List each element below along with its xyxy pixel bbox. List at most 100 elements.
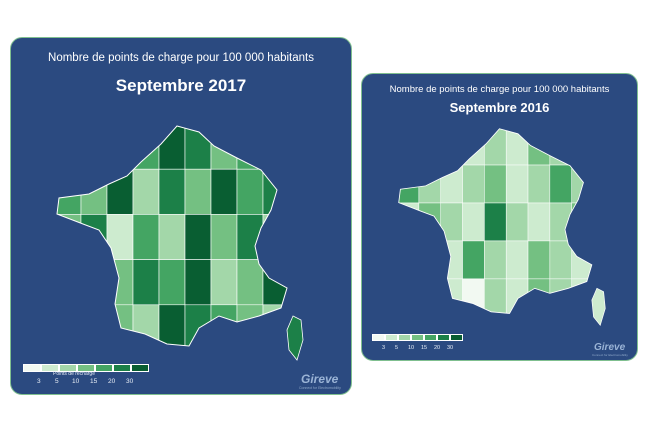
department-region: [132, 168, 160, 215]
legend-swatch: [437, 334, 450, 341]
legend-swatches: [372, 334, 463, 341]
map-subtitle: Nombre de points de charge pour 100 000 …: [48, 52, 314, 64]
legend-tick: 15: [421, 345, 428, 351]
gireve-logo: Gireve: [301, 372, 339, 386]
legend-tick: 30: [447, 345, 454, 351]
gireve-tagline: Connect for Electromobility: [299, 386, 341, 390]
department-region: [132, 126, 160, 170]
department-region: [484, 202, 507, 242]
department-region: [505, 202, 529, 242]
department-region: [236, 168, 264, 215]
department-region: [158, 168, 186, 215]
department-region: [571, 128, 592, 166]
france-choropleth-map: [56, 125, 304, 361]
department-region: [236, 214, 264, 260]
department-region: [106, 214, 134, 260]
department-region: [440, 128, 463, 166]
department-region: [184, 168, 212, 215]
department-region: [440, 202, 463, 242]
department-region: [549, 240, 572, 280]
department-region: [132, 259, 160, 306]
department-region: [57, 304, 82, 346]
department-region: [57, 126, 82, 170]
legend-swatch: [411, 334, 424, 341]
department-region: [527, 164, 551, 204]
department-region: [80, 304, 108, 346]
color-scale-legend: Points de recharge 3 5 10 15 20 30: [23, 364, 149, 388]
department-region: [440, 164, 463, 204]
department-region: [484, 128, 507, 166]
legend-tick: 10: [408, 345, 415, 351]
departments: [57, 126, 287, 346]
department-region: [158, 126, 186, 170]
map-panel-2017: Nombre de points de charge pour 100 000 …: [10, 37, 352, 395]
department-region: [210, 214, 238, 260]
department-region: [210, 259, 238, 306]
department-region: [106, 126, 134, 170]
department-region: [398, 240, 420, 280]
department-region: [484, 164, 507, 204]
department-region: [398, 128, 420, 166]
color-scale-legend: 3 5 10 15 20 30: [372, 334, 463, 353]
legend-tick: 5: [55, 378, 59, 385]
map-panel-2016: Nombre de points de charge pour 100 000 …: [361, 73, 638, 361]
legend-tick: 20: [434, 345, 441, 351]
department-region: [132, 304, 160, 346]
department-region: [484, 278, 507, 314]
department-region: [398, 202, 420, 242]
department-region: [398, 278, 420, 314]
department-region: [236, 126, 264, 170]
department-region: [106, 304, 134, 346]
department-region: [184, 304, 212, 346]
department-region: [132, 214, 160, 260]
department-region: [571, 202, 592, 242]
france-outline: [398, 128, 593, 314]
legend-tick: 10: [72, 378, 80, 385]
legend-swatch: [450, 334, 463, 341]
legend-swatch: [23, 364, 41, 372]
legend-tick: 3: [37, 378, 41, 385]
legend-ticks: 3 5 10 15 20 30: [372, 345, 463, 353]
map-subtitle: Nombre de points de charge pour 100 000 …: [389, 84, 610, 95]
corsica-region: [591, 287, 606, 326]
legend-swatch: [77, 364, 95, 372]
map-period-title: Septembre 2016: [449, 100, 550, 115]
corsica-region: [286, 315, 304, 361]
department-region: [158, 304, 186, 346]
department-region: [505, 240, 529, 280]
legend-swatch: [372, 334, 385, 341]
legend-swatch: [398, 334, 411, 341]
france-choropleth-map: [398, 128, 606, 326]
legend-swatch: [131, 364, 149, 372]
legend-swatches: [23, 364, 149, 372]
department-region: [440, 240, 463, 280]
department-region: [80, 126, 108, 170]
department-region: [462, 202, 485, 242]
legend-swatch: [59, 364, 77, 372]
department-region: [57, 259, 82, 306]
department-region: [210, 168, 238, 215]
department-region: [505, 128, 529, 166]
legend-swatch: [41, 364, 59, 372]
department-region: [418, 240, 441, 280]
department-region: [418, 128, 441, 166]
department-region: [484, 240, 507, 280]
department-region: [184, 259, 212, 306]
department-region: [262, 304, 287, 346]
department-region: [57, 168, 82, 215]
legend-ticks: 3 5 10 15 20 30: [23, 378, 149, 388]
legend-swatch: [95, 364, 113, 372]
department-region: [106, 259, 134, 306]
legend-tick: 5: [395, 345, 399, 351]
department-region: [106, 168, 134, 215]
legend-tick: 3: [382, 345, 386, 351]
department-region: [505, 164, 529, 204]
department-region: [184, 126, 212, 170]
department-region: [505, 278, 529, 314]
department-region: [210, 304, 238, 346]
department-region: [527, 202, 551, 242]
department-region: [549, 128, 572, 166]
department-region: [462, 128, 485, 166]
legend-tick: 20: [108, 378, 116, 385]
department-region: [158, 214, 186, 260]
